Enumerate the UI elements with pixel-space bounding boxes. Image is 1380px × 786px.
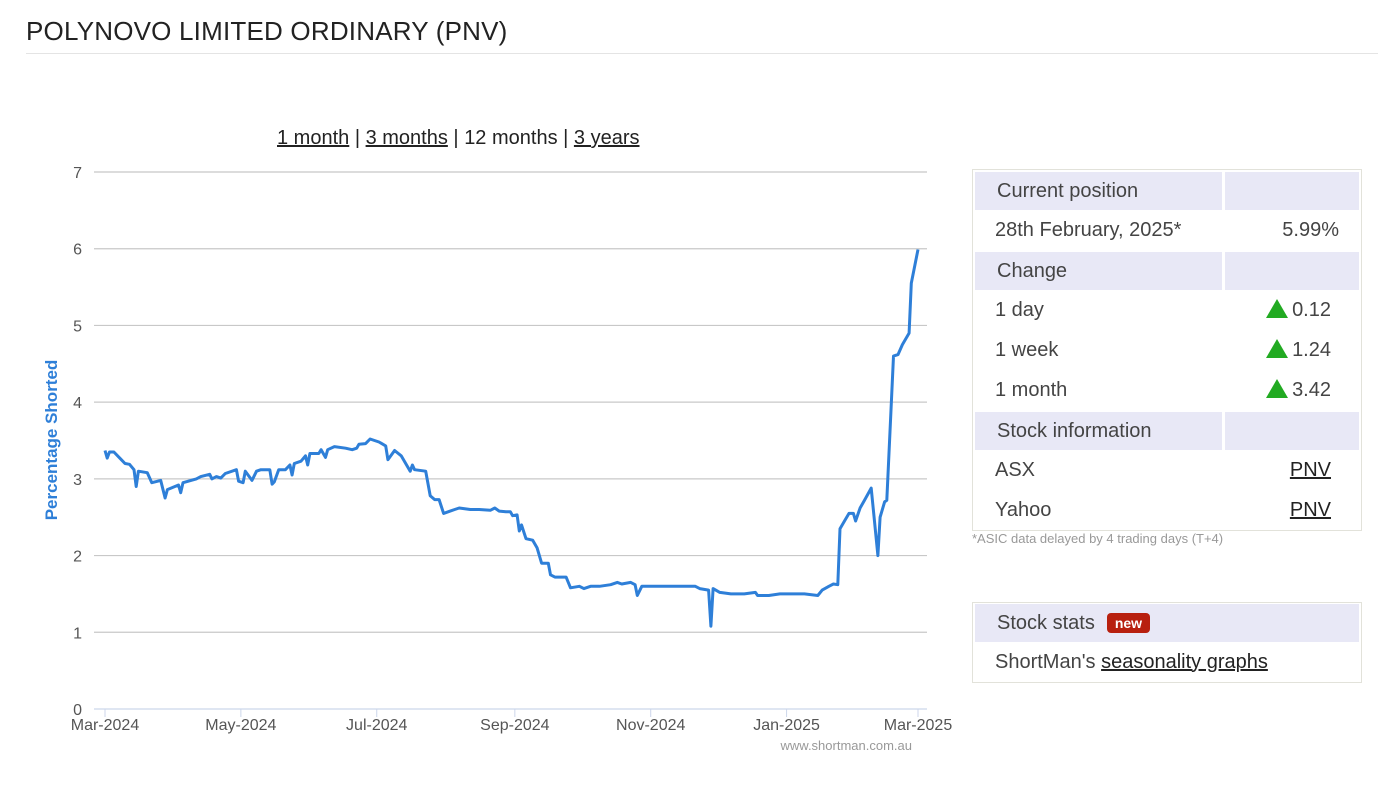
up-arrow-icon [1266,338,1289,358]
up-arrow-icon [1266,378,1289,398]
stock-stats-header: Stock stats new [975,604,1359,642]
asx-row: ASX PNV [995,458,1331,481]
seasonality-graphs-link[interactable]: seasonality graphs [1101,650,1268,673]
range-3-years[interactable]: 3 years [573,127,640,149]
up-arrow-icon [1266,298,1289,318]
position-date: 28th February, 2025* [995,218,1182,241]
x-tick-label: Jan-2025 [753,717,820,734]
x-tick-label: Jul-2024 [346,717,407,734]
change-row-1-month: 1 month 3.42 [995,378,1331,401]
position-value: 5.99% [1282,218,1339,241]
change-header: Change [975,252,1359,290]
position-table: Current position 28th February, 2025* 5.9… [972,169,1362,531]
page-title: POLYNOVO LIMITED ORDINARY (PNV) [26,16,508,46]
y-tick-label: 4 [73,395,82,412]
y-tick-label: 1 [73,625,82,642]
new-badge: new [1106,613,1151,633]
stock-info-header: Stock information [975,412,1359,450]
y-tick-label: 5 [73,318,82,335]
title-divider [26,53,1378,54]
data-delay-note: *ASIC data delayed by 4 trading days (T+… [972,531,1224,546]
yahoo-row: Yahoo PNV [995,498,1331,521]
change-row-1-week: 1 week 1.24 [995,338,1331,361]
chart-credit: www.shortman.com.au [780,738,913,753]
y-tick-label: 7 [73,165,82,182]
x-tick-label: Mar-2025 [884,717,953,734]
asx-link[interactable]: PNV [1289,458,1331,481]
yahoo-link[interactable]: PNV [1289,498,1331,521]
separator: | [563,127,569,149]
current-position-row: 28th February, 2025* 5.99% [973,210,1361,250]
current-position-header: Current position [975,172,1359,210]
short-position-chart: 0 1 2 3 4 5 6 7 Mar-2024 May-2024 Jul-2024 Sep-202… [42,165,953,753]
seasonality-row: ShortMan's seasonality graphs [995,650,1268,673]
stock-stats-panel: Stock stats new ShortMan's seasonality gr… [972,602,1362,683]
x-tick-label: Nov-2024 [616,717,685,734]
range-1-month[interactable]: 1 month [277,127,350,149]
range-12-months-active: 12 months [464,127,558,149]
range-selector: 1 month | 3 months | 12 months | 3 years [277,127,640,150]
y-tick-label: 0 [73,702,82,719]
y-tick-label: 2 [73,549,82,566]
y-tick-label: 3 [73,472,82,489]
range-3-months[interactable]: 3 months [365,127,448,149]
x-tick-label: Mar-2024 [71,717,140,734]
y-axis-label: Percentage Shorted [42,360,61,521]
x-tick-label: May-2024 [205,717,276,734]
separator: | [453,127,459,149]
change-row-1-day: 1 day 0.12 [995,298,1331,321]
separator: | [354,127,361,149]
y-tick-label: 6 [73,242,82,259]
x-tick-label: Sep-2024 [480,717,549,734]
series-line [103,249,920,628]
